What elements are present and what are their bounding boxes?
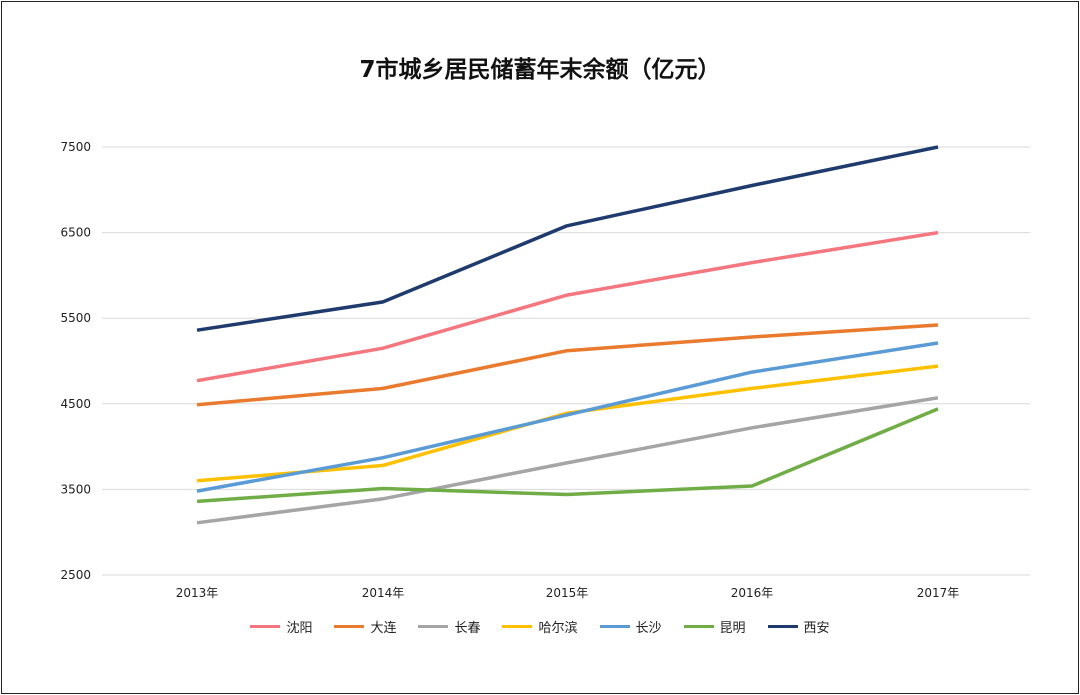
legend-label: 大连 (370, 621, 397, 636)
legend-swatch (502, 625, 533, 628)
series-line-昆明 (196, 407, 939, 504)
legend-item: 西安 (767, 617, 830, 636)
y-tick-label: 4500 (60, 397, 91, 411)
x-tick-label: 2014年 (362, 586, 405, 600)
legend-item: 长春 (418, 617, 480, 636)
legend-swatch (334, 625, 365, 628)
x-tick-label: 2015年 (546, 586, 589, 600)
chart-title: 7市城乡居民储蓄年末余额（亿元） (359, 57, 721, 83)
x-tick-label: 2017年 (917, 586, 960, 600)
y-tick-label: 5500 (60, 311, 91, 325)
legend-label: 哈尔滨 (538, 621, 578, 636)
series-line-大连 (196, 323, 939, 407)
legend-item: 长沙 (599, 617, 662, 636)
legend-label: 长春 (454, 621, 481, 636)
x-tick-label: 2013年 (176, 586, 219, 600)
legend-swatch (683, 625, 714, 628)
legend-label: 西安 (803, 621, 830, 636)
series-line-沈阳 (196, 230, 939, 383)
legend-swatch (599, 625, 630, 628)
x-tick-label: 2016年 (731, 586, 774, 600)
legend-item: 大连 (334, 617, 396, 636)
y-tick-label: 6500 (60, 226, 91, 240)
legend-swatch (418, 625, 449, 628)
legend-label: 长沙 (635, 621, 662, 636)
y-tick-label: 2500 (60, 568, 91, 582)
legend-item: 昆明 (683, 617, 746, 636)
y-tick-label: 3500 (60, 482, 91, 496)
legend-label: 昆明 (719, 621, 746, 636)
legend-item: 沈阳 (250, 617, 312, 636)
legend: 沈阳 大连 长春 哈尔滨 长沙 昆明 西安 (0, 617, 1080, 636)
legend-swatch (767, 625, 798, 628)
series-line-西安 (196, 145, 939, 332)
legend-item: 哈尔滨 (502, 617, 578, 636)
y-tick-label: 7500 (60, 140, 91, 154)
legend-label: 沈阳 (286, 621, 313, 636)
legend-swatch (250, 625, 281, 628)
